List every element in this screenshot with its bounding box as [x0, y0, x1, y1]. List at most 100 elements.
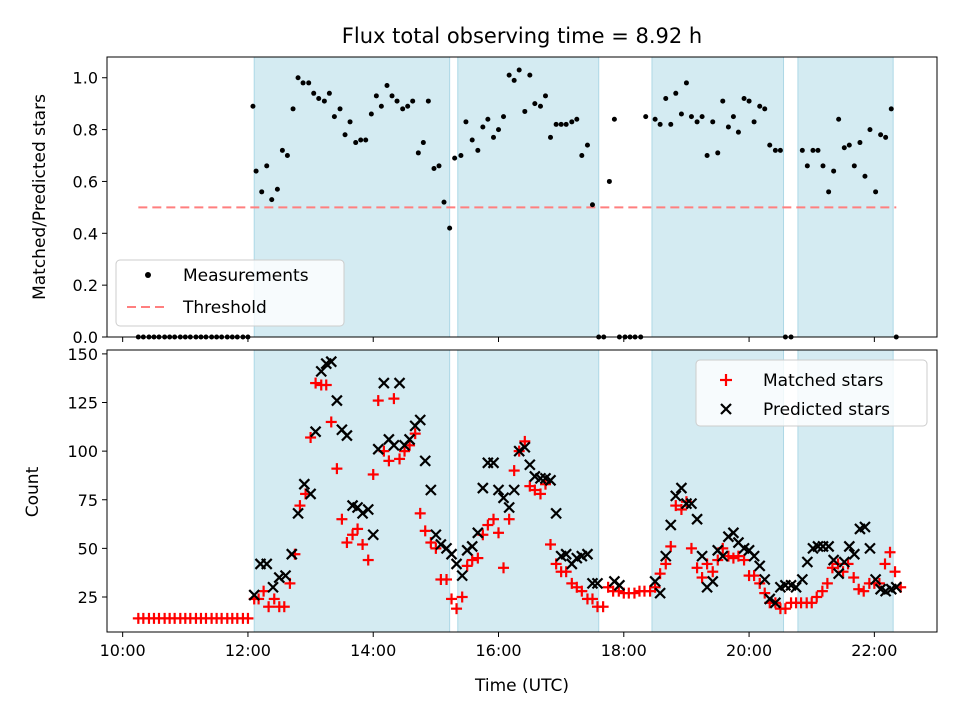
- predicted-star-point: [497, 492, 510, 504]
- predicted-star-point: [362, 503, 374, 516]
- measurement-point: [831, 168, 837, 174]
- predicted-star-point: [758, 573, 771, 586]
- measurement-point: [290, 106, 296, 112]
- matched-star-point: [456, 591, 468, 603]
- predicted-star-point: [487, 457, 500, 469]
- predicted-star-point: [763, 593, 776, 605]
- matched-star-point: [576, 585, 588, 597]
- x-stroke: [351, 501, 364, 514]
- x-stroke: [367, 528, 380, 541]
- matched-star-point: [263, 601, 275, 613]
- measurement-point: [368, 111, 374, 117]
- chart-title: Flux total observing time = 8.92 h: [342, 24, 702, 48]
- observing-windows-top: [253, 57, 894, 337]
- x-tick-label: 22:00: [851, 641, 897, 660]
- matched-star-point: [383, 455, 395, 467]
- measurement-point: [862, 173, 868, 179]
- predicted-star-point: [680, 497, 693, 510]
- x-stroke: [812, 540, 824, 553]
- x-stroke: [586, 577, 599, 590]
- x-stroke: [680, 497, 693, 510]
- y-tick-label: 50: [78, 539, 98, 558]
- predicted-star-point: [279, 569, 292, 582]
- measurement-point: [431, 165, 437, 171]
- matched-star-point: [649, 581, 661, 593]
- count-y-ticks: 25 50 75 100 125 150: [67, 345, 107, 607]
- measurement-point: [762, 106, 768, 112]
- matched-star-point: [665, 540, 677, 552]
- matched-star-point: [347, 529, 359, 541]
- x-stroke: [822, 540, 835, 553]
- measurement-point: [579, 153, 585, 159]
- measurement-point: [331, 114, 337, 120]
- predicted-star-point: [425, 484, 437, 496]
- measurement-point: [506, 72, 512, 78]
- x-stroke: [519, 441, 531, 454]
- x-stroke: [581, 548, 594, 560]
- x-stroke: [550, 507, 562, 520]
- measurement-point: [475, 147, 481, 153]
- predicted-star-point: [315, 365, 328, 378]
- predicted-star-point: [827, 554, 840, 566]
- predicted-star-point: [670, 490, 682, 502]
- measurement-point: [772, 147, 778, 153]
- x-stroke: [769, 597, 782, 609]
- measurement-point: [663, 95, 669, 101]
- matched-star-point: [372, 395, 384, 407]
- matched-star-point: [707, 566, 719, 578]
- predicted-star-point: [859, 521, 871, 533]
- matched-star-point: [357, 538, 369, 550]
- legend-predicted-marker: [720, 403, 732, 415]
- measurement-point: [463, 119, 469, 125]
- matched-star-point: [879, 558, 891, 570]
- x-stroke: [801, 556, 814, 568]
- ratio-y-axis-label: Matched/Predicted stars: [30, 94, 50, 300]
- x-stroke: [477, 482, 489, 494]
- ratio-legend-box: [115, 259, 345, 327]
- measurement-point: [846, 142, 852, 148]
- predicted-star-point: [450, 558, 463, 570]
- matched-star-point: [722, 550, 734, 562]
- matched-star-point: [278, 601, 290, 613]
- observing-window: [797, 57, 894, 337]
- ratio-legend: Measurements Threshold: [115, 259, 345, 327]
- measurement-point: [527, 72, 533, 78]
- matched-star-point: [320, 379, 332, 391]
- measurement-point: [815, 147, 821, 153]
- matched-star-point: [586, 593, 598, 605]
- measurement-point: [378, 103, 384, 109]
- measurement-point: [558, 121, 564, 127]
- measurement-point: [358, 137, 364, 143]
- measurement-point: [342, 132, 348, 138]
- matched-star-point: [675, 503, 687, 515]
- x-tick-label: 16:00: [475, 641, 521, 660]
- measurement-point: [490, 134, 496, 140]
- x-stroke: [763, 593, 776, 605]
- count-legend: Matched stars Predicted stars: [695, 359, 928, 427]
- measurement-point: [501, 114, 507, 120]
- legend-matched-marker: [720, 374, 732, 386]
- measurement-point: [295, 75, 301, 81]
- matched-star-point: [529, 484, 541, 496]
- legend-matched-label: Matched stars: [763, 371, 883, 391]
- measurement-point: [447, 225, 453, 231]
- observing-window: [254, 350, 450, 632]
- predicted-star-point: [372, 443, 385, 455]
- matched-star-point: [487, 513, 499, 525]
- measurement-point: [657, 121, 663, 127]
- x-stroke: [456, 569, 468, 582]
- predicted-star-point: [675, 482, 688, 494]
- measurement-point: [532, 101, 538, 107]
- x-stroke: [513, 445, 525, 457]
- predicted-star-point: [388, 439, 400, 452]
- predicted-star-point: [748, 550, 760, 562]
- measurement-point: [274, 186, 280, 192]
- count-y-axis-label: Count: [23, 466, 43, 517]
- predicted-star-point: [843, 540, 856, 553]
- x-stroke: [304, 488, 317, 500]
- x-stroke: [503, 501, 515, 514]
- measurement-point: [485, 116, 491, 122]
- x-stroke: [796, 573, 809, 586]
- predicted-star-point: [414, 414, 426, 426]
